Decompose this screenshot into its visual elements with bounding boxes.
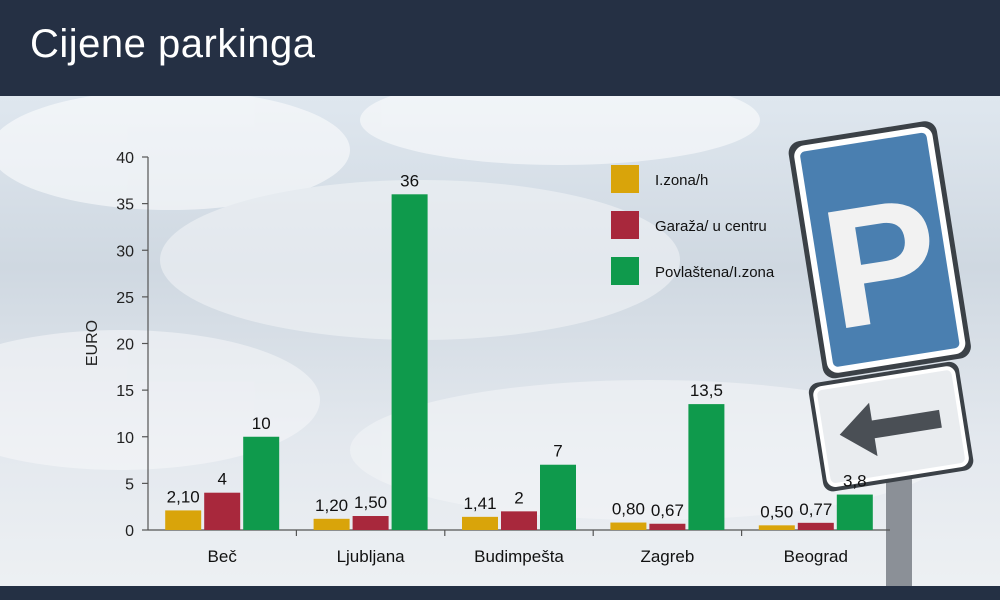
data-label: 1,50	[354, 493, 387, 512]
data-label: 0,67	[651, 501, 684, 520]
y-tick-label: 35	[116, 197, 134, 214]
bar	[649, 523, 686, 530]
y-axis-label: EURO	[84, 320, 101, 366]
legend-label: Garaža/ u centru	[655, 218, 767, 235]
bar	[391, 194, 428, 531]
y-tick-label: 25	[116, 290, 134, 307]
y-tick-label: 10	[116, 430, 134, 447]
data-label: 13,5	[690, 381, 723, 400]
bar	[462, 516, 498, 530]
bar	[540, 464, 576, 530]
x-tick-label: Beograd	[784, 547, 848, 566]
cloud-background	[0, 96, 950, 520]
data-label: 7	[553, 442, 562, 461]
x-tick-label: Budimpešta	[474, 547, 564, 566]
data-label: 10	[252, 414, 271, 433]
chart-svg: P 0 5 10 15 20 25 30 35 40 EURO Beč Ljubljana Budimp…	[0, 96, 974, 586]
y-tick-label: 30	[116, 243, 134, 260]
data-label: 1,41	[463, 494, 496, 513]
y-tick-label: 0	[125, 523, 134, 540]
data-label: 2,10	[167, 487, 200, 506]
data-label: 3,8	[843, 472, 867, 491]
legend: I.zona/h Garaža/ u centru Povlaštena/I.zon…	[611, 165, 775, 285]
x-tick-label: Beč	[208, 547, 238, 566]
header-bar: Cijene parkinga	[0, 0, 1000, 96]
bar	[688, 404, 725, 530]
bar	[501, 511, 537, 530]
data-label: 1,20	[315, 496, 348, 515]
legend-label: I.zona/h	[655, 172, 708, 189]
bar	[610, 522, 647, 530]
x-tick-label: Ljubljana	[337, 547, 406, 566]
bar	[204, 492, 241, 530]
y-tick-label: 40	[116, 150, 134, 167]
y-tick-label: 20	[116, 337, 134, 354]
bar	[836, 494, 873, 530]
data-label: 0,50	[760, 502, 793, 521]
bar	[758, 525, 795, 530]
legend-label: Povlaštena/I.zona	[655, 264, 775, 281]
data-label: 2	[514, 488, 523, 507]
data-label: 0,77	[799, 500, 832, 519]
data-label: 0,80	[612, 500, 645, 519]
legend-swatch	[611, 165, 639, 193]
bar	[243, 436, 280, 530]
bar	[313, 518, 350, 530]
bar	[165, 510, 202, 530]
legend-swatch	[611, 211, 639, 239]
bar	[797, 522, 834, 530]
x-tick-label: Zagreb	[640, 547, 694, 566]
legend-swatch	[611, 257, 639, 285]
footer-bar	[0, 586, 1000, 600]
data-label: 4	[217, 470, 226, 489]
bars: 2,10 4 10 1,20 1,50 36 1,41 2 7 0,80 0,67 13,5 0,50 0…	[165, 171, 873, 531]
page-title: Cijene parkinga	[30, 22, 316, 66]
chart-area: P 0 5 10 15 20 25 30 35 40 EURO Beč Ljubljana Budimp…	[0, 96, 1000, 586]
y-tick-label: 5	[125, 476, 134, 493]
parking-sign-illustration: P	[788, 121, 974, 586]
y-tick-label: 15	[116, 383, 134, 400]
data-label: 36	[400, 171, 419, 190]
bar	[352, 516, 389, 530]
